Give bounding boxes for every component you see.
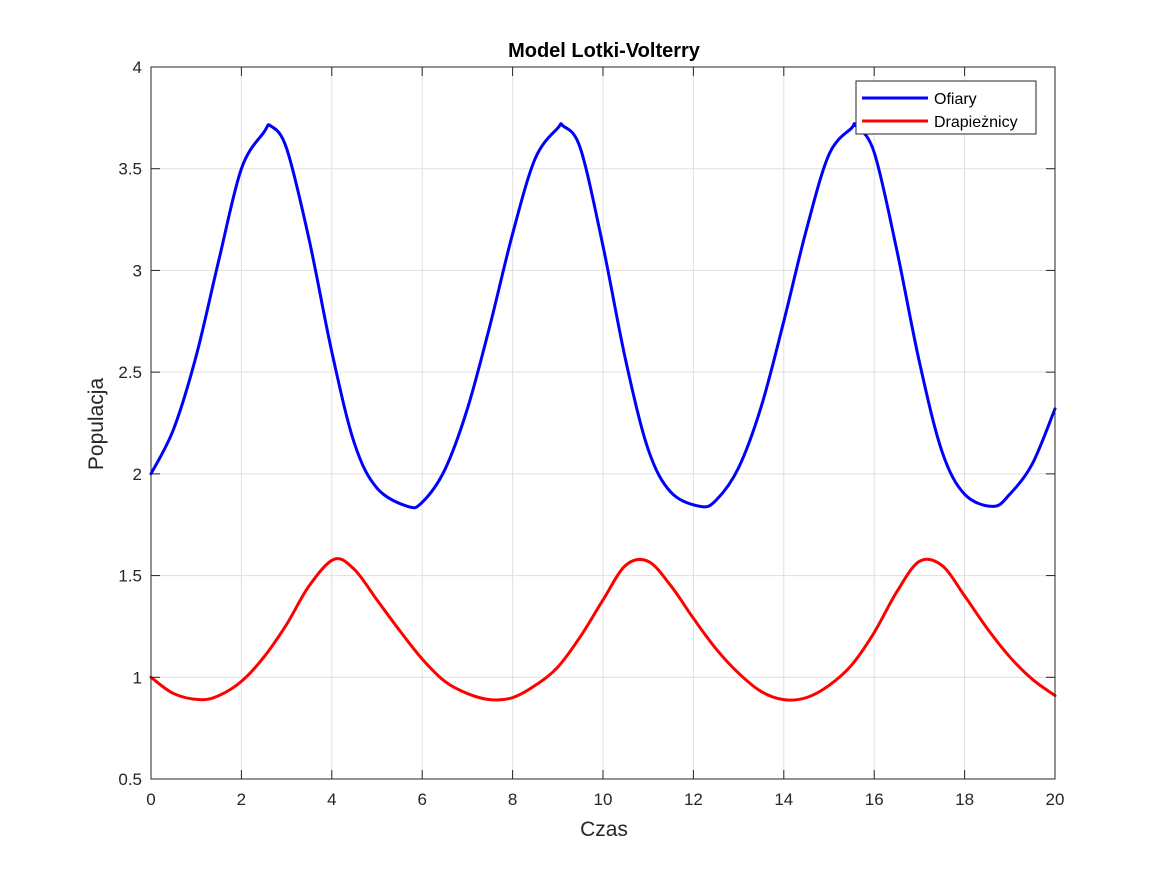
x-tick-label: 0	[146, 790, 155, 809]
x-tick-label: 10	[594, 790, 613, 809]
x-tick-label: 6	[417, 790, 426, 809]
y-tick-label: 3.5	[118, 160, 142, 179]
x-tick-label: 14	[774, 790, 793, 809]
chart-title: Model Lotki-Volterry	[508, 40, 701, 62]
legend-label-drapieznicy: Drapieżnicy	[934, 114, 1018, 131]
x-axis-label: Czas	[580, 818, 628, 841]
x-tick-label: 8	[508, 790, 517, 809]
y-tick-label: 3	[133, 261, 142, 280]
x-tick-label: 2	[237, 790, 246, 809]
legend-label-ofiary: Ofiary	[934, 91, 977, 108]
series-line-drapieznicy	[149, 557, 1057, 702]
plot-lines	[149, 122, 1057, 702]
series-line-ofiary	[149, 122, 1057, 510]
x-tick-label: 20	[1046, 790, 1065, 809]
ticks: 0 2 4 6 8 10 12 14 16 18 20 0.5 1 1.5 2 2.5 3 3.5 4	[118, 58, 1064, 809]
x-tick-label: 12	[684, 790, 703, 809]
y-tick-label: 0.5	[118, 770, 142, 789]
y-tick-label: 4	[133, 58, 142, 77]
x-tick-label: 16	[865, 790, 884, 809]
y-tick-label: 2.5	[118, 363, 142, 382]
y-tick-label: 1	[133, 668, 142, 687]
x-tick-label: 4	[327, 790, 336, 809]
legend-box	[855, 80, 1037, 135]
y-axis-label: Populacja	[85, 378, 108, 471]
y-tick-label: 1.5	[118, 567, 142, 586]
legend: Ofiary Drapieżnicy	[855, 80, 1037, 135]
y-tick-label: 2	[133, 465, 142, 484]
x-tick-label: 18	[955, 790, 974, 809]
